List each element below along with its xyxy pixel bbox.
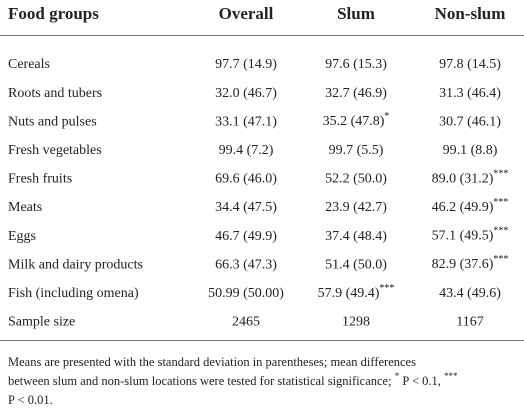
footnote-text: P < 0.01. — [8, 393, 53, 407]
cell: 32.7 (46.9) — [325, 86, 387, 101]
cell-value: 57.1 (49.5) — [432, 229, 494, 244]
column-header: Food groups — [8, 4, 99, 23]
cell: 43.4 (49.6) — [439, 286, 501, 301]
row-label: Sample size — [8, 315, 75, 330]
cell: 52.2 (50.0) — [325, 172, 387, 187]
column-header: Overall — [219, 4, 274, 23]
cell: 99.4 (7.2) — [219, 143, 274, 158]
cell-value: 89.0 (31.2) — [432, 172, 494, 187]
row-label: Fresh vegetables — [8, 143, 102, 158]
footnote-line: Means are presented with the standard de… — [8, 355, 416, 369]
cell-value: 57.9 (49.4) — [318, 286, 380, 301]
cell: 97.6 (15.3) — [325, 57, 387, 72]
cell: 23.9 (42.7) — [325, 200, 387, 215]
footnote-text: between slum and non-slum locations were… — [8, 374, 395, 388]
row-label: Roots and tubers — [8, 86, 102, 101]
row-label: Milk and dairy products — [8, 257, 143, 272]
cell: 82.9 (37.6)*** — [432, 254, 509, 272]
superscript: *** — [444, 371, 458, 381]
cell: 1167 — [456, 315, 483, 330]
cell-value: 46.2 (49.9) — [432, 200, 494, 215]
cell: 46.2 (49.9)*** — [432, 197, 509, 215]
cell: 46.7 (49.9) — [215, 229, 277, 244]
footnote-line: between slum and non-slum locations were… — [8, 371, 458, 388]
row-label: Nuts and pulses — [8, 114, 97, 129]
superscript: * — [395, 371, 400, 381]
cell: 30.7 (46.1) — [439, 114, 501, 129]
column-header: Slum — [337, 4, 375, 23]
cell: 57.1 (49.5)*** — [432, 226, 509, 244]
cell: 34.4 (47.5) — [215, 200, 277, 215]
cell: 50.99 (50.00) — [208, 286, 284, 301]
superscript: *** — [493, 226, 508, 237]
row-label: Fresh fruits — [8, 172, 72, 187]
superscript: *** — [493, 169, 508, 180]
footnote-text: P < 0.1, — [399, 374, 444, 388]
cell: 99.1 (8.8) — [443, 143, 498, 158]
footnote-line: P < 0.01. — [8, 393, 53, 407]
cell: 1298 — [342, 315, 370, 330]
cell: 89.0 (31.2)*** — [432, 169, 509, 187]
cell: 99.7 (5.5) — [329, 143, 384, 158]
cell-value: 82.9 (37.6) — [432, 257, 494, 272]
superscript: *** — [379, 283, 394, 294]
superscript: * — [384, 111, 389, 122]
row-label: Meats — [8, 200, 42, 215]
row-label: Eggs — [8, 229, 36, 244]
cell: 2465 — [232, 315, 260, 330]
cell-value: 35.2 (47.8) — [323, 114, 385, 129]
cell: 97.8 (14.5) — [439, 57, 501, 72]
column-header: Non-slum — [435, 4, 506, 23]
footnote-text: Means are presented with the standard de… — [8, 355, 416, 369]
cell: 37.4 (48.4) — [325, 229, 387, 244]
cell: 97.7 (14.9) — [215, 57, 277, 72]
row-label: Fish (including omena) — [8, 286, 139, 301]
cell: 66.3 (47.3) — [215, 257, 277, 272]
cell: 35.2 (47.8)* — [323, 111, 390, 129]
cell: 57.9 (49.4)*** — [318, 283, 395, 301]
superscript: *** — [493, 197, 508, 208]
cell: 31.3 (46.4) — [439, 86, 501, 101]
cell: 33.1 (47.1) — [215, 114, 277, 129]
row-label: Cereals — [8, 57, 50, 72]
superscript: *** — [493, 254, 508, 265]
cell: 51.4 (50.0) — [325, 257, 387, 272]
cell: 69.6 (46.0) — [215, 172, 277, 187]
cell: 32.0 (46.7) — [215, 86, 277, 101]
